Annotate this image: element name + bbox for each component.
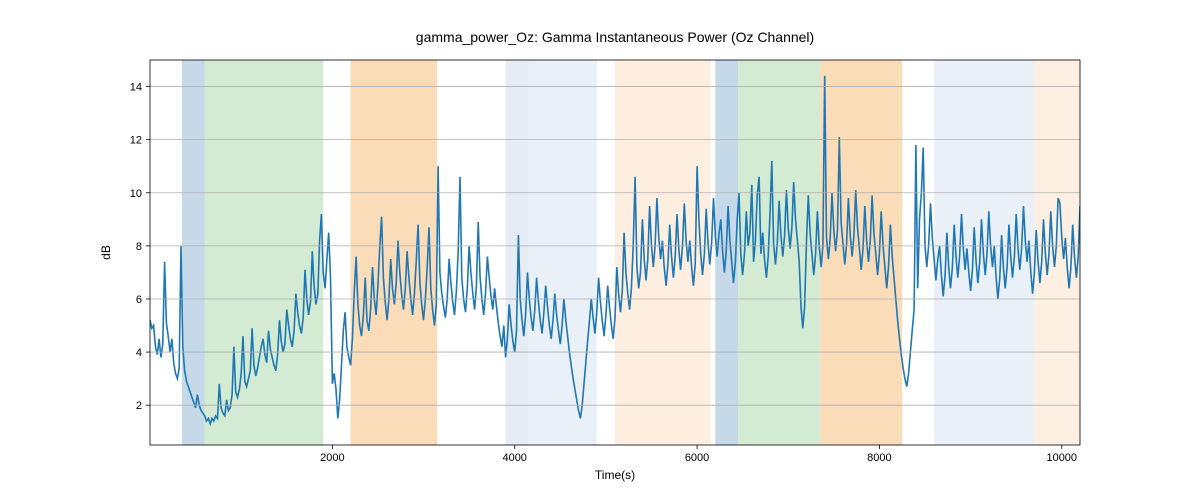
chart-svg: 2000 4000 6000 8000 10000 2 4 6 8 10 12 14 Time(s) dB… xyxy=(0,0,1200,500)
x-tick-label: 10000 xyxy=(1046,452,1077,464)
shaded-region-10 xyxy=(1034,60,1080,445)
y-tick-label: 10 xyxy=(130,188,142,200)
shaded-region-1 xyxy=(205,60,324,445)
shaded-region-4 xyxy=(528,60,596,445)
shaded-region-2 xyxy=(351,60,438,445)
y-tick-label: 8 xyxy=(136,241,142,253)
x-tick-label: 6000 xyxy=(685,452,709,464)
x-tick-label: 2000 xyxy=(320,452,344,464)
x-axis-label: Time(s) xyxy=(595,468,635,482)
shaded-region-0 xyxy=(182,60,205,445)
x-tick-label: 4000 xyxy=(502,452,526,464)
plot-area xyxy=(150,60,1082,445)
chart-container: 2000 4000 6000 8000 10000 2 4 6 8 10 12 14 Time(s) dB… xyxy=(0,0,1200,500)
shaded-region-7 xyxy=(738,60,820,445)
y-tick-label: 2 xyxy=(136,400,142,412)
y-tick-label: 12 xyxy=(130,135,142,147)
y-axis-label: dB xyxy=(99,245,113,260)
y-tick-label: 14 xyxy=(130,82,142,94)
shaded-region-3 xyxy=(506,60,529,445)
y-tick-label: 4 xyxy=(136,347,142,359)
shaded-region-9 xyxy=(934,60,1034,445)
chart-title: gamma_power_Oz: Gamma Instantaneous Powe… xyxy=(416,29,814,45)
x-tick-label: 8000 xyxy=(867,452,891,464)
y-tick-label: 6 xyxy=(136,294,142,306)
